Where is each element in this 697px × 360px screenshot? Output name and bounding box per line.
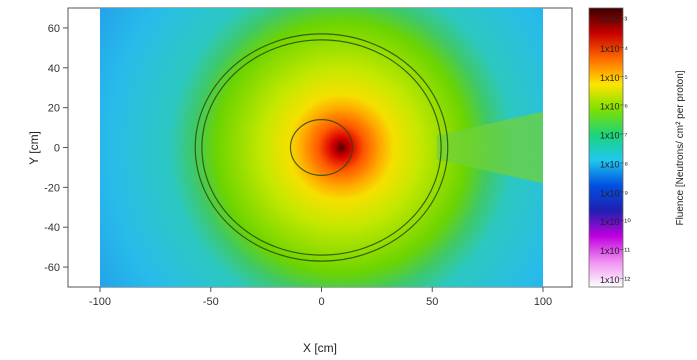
- colorbar-tick-label: 1x10⁻⁷: [600, 131, 628, 141]
- structure-outline-2: [289, 118, 354, 176]
- colorbar-title: Fluence [Neutrons/ cm² per proton]: [675, 70, 686, 225]
- y-tick-label: 40: [48, 63, 60, 75]
- x-tick-label: -50: [203, 296, 219, 308]
- y-tick-label: 0: [54, 143, 60, 155]
- beam-channel: [436, 111, 543, 184]
- geometry-outlines: [194, 33, 449, 262]
- colorbar-tick-label: 1x10⁻¹⁰: [600, 217, 631, 227]
- colorbar-tick-label: 1x10⁻⁸: [600, 159, 628, 169]
- x-tick-label: 100: [534, 296, 552, 308]
- y-axis-ticks: -60 -40 -20 0 20 40 60: [44, 23, 68, 274]
- y-tick-label: -20: [44, 182, 60, 194]
- colorbar-tick-label: 1x10⁻¹¹: [600, 246, 630, 256]
- x-axis-ticks: -100 -50 0 50 100: [89, 287, 552, 308]
- colorbar-tick-label: 1x10⁻⁹: [600, 188, 628, 198]
- x-tick-label: 0: [318, 296, 324, 308]
- colorbar-tick-label: 1x10⁻¹²: [600, 275, 630, 285]
- fluence-heatmap: [100, 8, 543, 287]
- colorbar-tick-label: 1x10⁻⁴: [600, 44, 628, 54]
- y-axis-label: Y [cm]: [27, 131, 41, 165]
- x-tick-label: 50: [426, 296, 438, 308]
- colorbar-tick-labels: 1x10⁻³ 1x10⁻⁴ 1x10⁻⁵ 1x10⁻⁶ 1x10⁻⁷ 1x10⁻⁸ 1x10…: [600, 15, 631, 285]
- structure-outline-1: [201, 39, 442, 256]
- colorbar-tick-label: 1x10⁻³: [600, 15, 627, 25]
- channel-region: [436, 111, 543, 184]
- colorbar-tick-label: 1x10⁻⁶: [600, 102, 628, 112]
- y-tick-label: 20: [48, 103, 60, 115]
- y-tick-label: -60: [44, 262, 60, 274]
- colorbar-gradient: [588, 7, 624, 288]
- colorbar-tick-label: 1x10⁻⁵: [600, 73, 628, 83]
- y-tick-label: -40: [44, 222, 60, 234]
- colorbar: 1x10⁻³ 1x10⁻⁴ 1x10⁻⁵ 1x10⁻⁶ 1x10⁻⁷ 1x10⁻⁸ 1x10…: [588, 7, 631, 288]
- y-tick-label: 60: [48, 23, 60, 35]
- x-tick-label: -100: [89, 296, 111, 308]
- structure-outline-0: [194, 33, 449, 262]
- x-axis-label: X [cm]: [303, 341, 337, 355]
